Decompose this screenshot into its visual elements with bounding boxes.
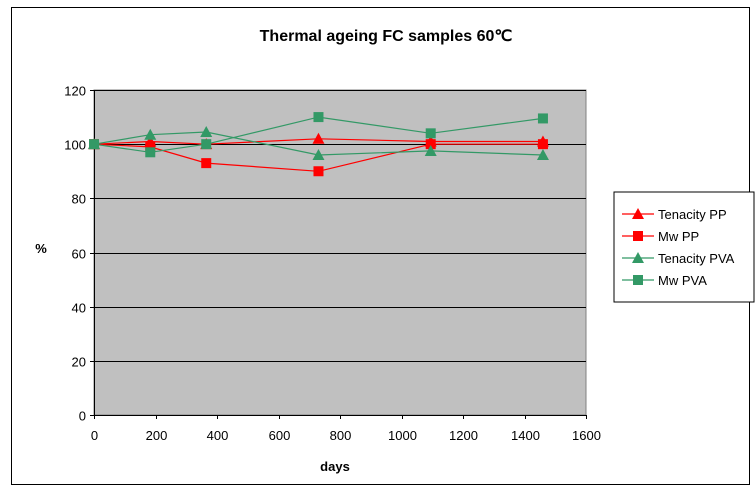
legend-marker-tenacity-pp bbox=[632, 208, 644, 219]
x-tick-label: 800 bbox=[330, 428, 352, 443]
legend-label-tenacity-pp: Tenacity PP bbox=[658, 207, 727, 222]
x-axis-title: days bbox=[320, 459, 350, 474]
x-tick-label: 400 bbox=[207, 428, 229, 443]
y-tick-label: 40 bbox=[72, 301, 86, 316]
series-line-mw-pva bbox=[93, 116, 544, 153]
chart-title: Thermal ageing FC samples 60℃ bbox=[260, 28, 513, 45]
legend-label-mw-pva: Mw PVA bbox=[658, 273, 707, 288]
x-tick-label: 1600 bbox=[572, 428, 601, 443]
data-point-mw-pp bbox=[425, 139, 436, 150]
x-tick-label: 0 bbox=[91, 428, 98, 443]
data-point-tenacity-pva bbox=[200, 125, 213, 137]
y-tick-label: 100 bbox=[64, 138, 86, 153]
data-point-tenacity-pva bbox=[312, 149, 325, 160]
y-tick-label: 60 bbox=[72, 247, 86, 262]
x-tick-label: 1000 bbox=[388, 428, 417, 443]
data-point-mw-pp bbox=[201, 158, 212, 169]
x-tick-label: 600 bbox=[269, 428, 291, 443]
y-axis-title: % bbox=[35, 241, 47, 256]
data-point-mw-pva bbox=[313, 112, 324, 123]
y-tick-label: 20 bbox=[72, 355, 86, 370]
data-point-mw-pp bbox=[537, 139, 548, 150]
x-tick-label: 1200 bbox=[449, 428, 478, 443]
data-point-mw-pp bbox=[313, 166, 324, 177]
data-point-tenacity-pva bbox=[144, 128, 157, 140]
data-point-tenacity-pva bbox=[424, 144, 437, 156]
legend-label-tenacity-pva: Tenacity PVA bbox=[658, 251, 735, 266]
series-line-tenacity-pva bbox=[93, 131, 544, 156]
x-tick-label: 1400 bbox=[511, 428, 540, 443]
data-point-mw-pva bbox=[145, 147, 156, 158]
data-point-mw-pva bbox=[201, 139, 212, 150]
data-point-mw-pva bbox=[537, 113, 548, 124]
data-point-mw-pp bbox=[145, 141, 156, 152]
legend-marker-mw-pp bbox=[633, 231, 643, 241]
data-point-mw-pva bbox=[425, 128, 436, 139]
y-tick-label: 0 bbox=[79, 409, 86, 424]
legend-marker-tenacity-pva bbox=[632, 252, 644, 263]
data-point-mw-pva bbox=[89, 139, 99, 150]
series-line-mw-pp bbox=[93, 143, 543, 172]
data-point-tenacity-pp bbox=[312, 132, 325, 144]
legend: Tenacity PP Mw PP Tenacity PVA Mw PVA bbox=[613, 191, 755, 303]
y-tick-label: 120 bbox=[64, 84, 86, 99]
legend-marker-mw-pva bbox=[633, 275, 643, 285]
series-line-tenacity-pp bbox=[93, 138, 543, 145]
y-tick-label: 80 bbox=[72, 192, 86, 207]
data-point-tenacity-pva bbox=[536, 149, 549, 160]
x-tick-label: 200 bbox=[146, 428, 168, 443]
legend-label-mw-pp: Mw PP bbox=[658, 229, 699, 244]
